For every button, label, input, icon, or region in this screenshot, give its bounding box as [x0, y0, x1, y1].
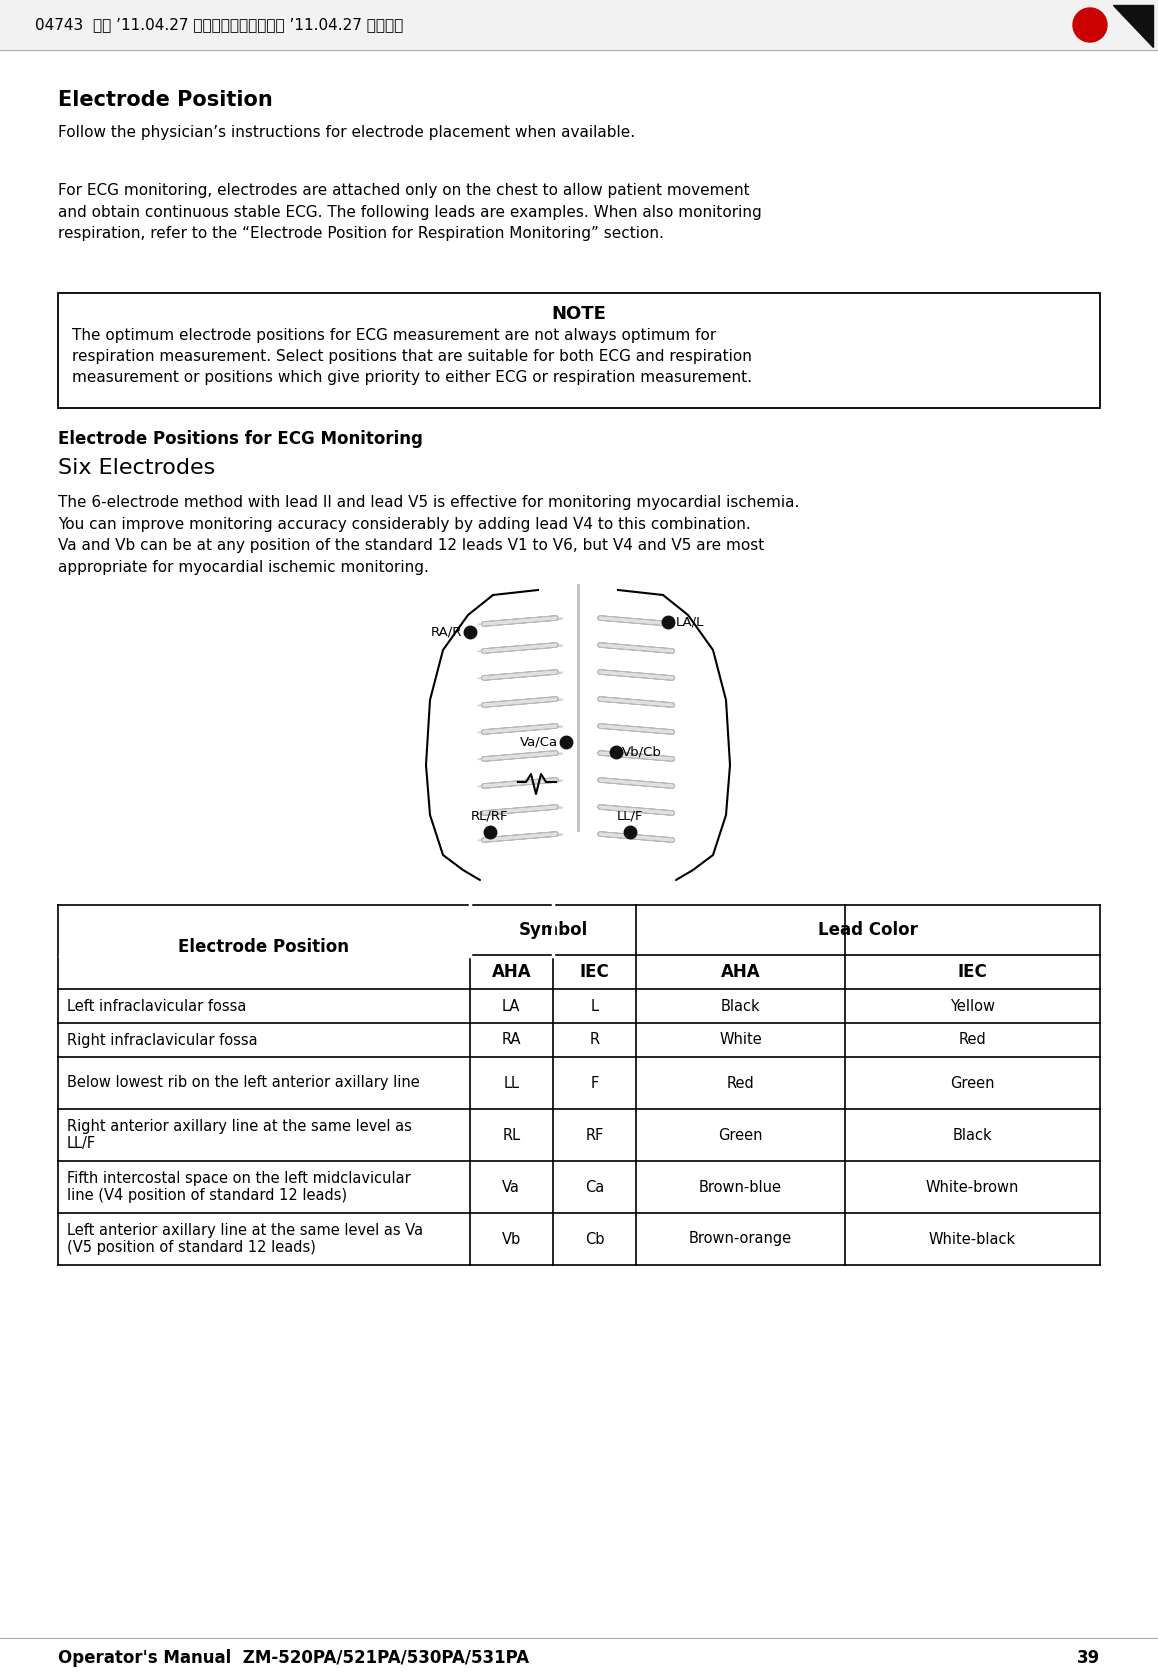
Text: AHA: AHA	[720, 964, 761, 980]
Text: Left anterior axillary line at the same level as Va
(V5 position of standard 12 : Left anterior axillary line at the same …	[67, 1223, 423, 1255]
Text: Vb/Cb: Vb/Cb	[622, 746, 662, 759]
Text: Va/Ca: Va/Ca	[520, 736, 558, 749]
Text: Below lowest rib on the left anterior axillary line: Below lowest rib on the left anterior ax…	[67, 1076, 419, 1091]
Text: Va: Va	[503, 1180, 520, 1195]
Text: LL/F: LL/F	[617, 810, 643, 823]
Text: White-brown: White-brown	[925, 1180, 1019, 1195]
Text: White-black: White-black	[929, 1232, 1016, 1247]
Text: Right anterior axillary line at the same level as
LL/F: Right anterior axillary line at the same…	[67, 1120, 412, 1151]
Text: For ECG monitoring, electrodes are attached only on the chest to allow patient m: For ECG monitoring, electrodes are attac…	[58, 183, 762, 241]
Text: RA/R: RA/R	[431, 625, 462, 639]
Text: Vb: Vb	[501, 1232, 521, 1247]
Bar	[0, 0, 1158, 50]
Text: R: R	[589, 1032, 600, 1048]
Text: 04743  作成 ’11.04.27 阿山　悠己　　　承認 ’11.04.27 真柄　睑: 04743 作成 ’11.04.27 阿山 悠己 承認 ’11.04.27 真柄…	[35, 17, 403, 32]
Text: Electrode Position: Electrode Position	[58, 91, 273, 111]
Text: RA: RA	[501, 1032, 521, 1048]
Text: Black: Black	[720, 999, 761, 1014]
Text: IEC: IEC	[958, 964, 988, 980]
Text: Left infraclavicular fossa: Left infraclavicular fossa	[67, 999, 247, 1014]
Text: Brown-orange: Brown-orange	[689, 1232, 792, 1247]
Text: Lead Color: Lead Color	[819, 922, 918, 939]
Text: Brown-blue: Brown-blue	[699, 1180, 782, 1195]
Text: Electrode Position: Electrode Position	[178, 939, 350, 955]
Text: Black: Black	[953, 1128, 992, 1143]
Text: Green: Green	[718, 1128, 763, 1143]
Text: LA/L: LA/L	[676, 615, 704, 628]
Text: RL: RL	[503, 1128, 520, 1143]
Text: Yellow: Yellow	[950, 999, 995, 1014]
Text: 39: 39	[1077, 1649, 1100, 1668]
Text: Fifth intercostal space on the left midclavicular
line (V4 position of standard : Fifth intercostal space on the left midc…	[67, 1172, 411, 1203]
Circle shape	[1073, 8, 1107, 42]
Text: LL: LL	[504, 1076, 519, 1091]
Text: Operator's Manual  ZM-520PA/521PA/530PA/531PA: Operator's Manual ZM-520PA/521PA/530PA/5…	[58, 1649, 529, 1668]
Text: Symbol: Symbol	[519, 922, 587, 939]
Text: Green: Green	[950, 1076, 995, 1091]
Bar	[58, 293, 1100, 407]
Text: LA: LA	[503, 999, 520, 1014]
Text: Follow the physician’s instructions for electrode placement when available.: Follow the physician’s instructions for …	[58, 126, 635, 141]
Text: Red: Red	[959, 1032, 987, 1048]
Text: Six Electrodes: Six Electrodes	[58, 458, 215, 478]
Text: NOTE: NOTE	[551, 305, 607, 323]
Polygon shape	[1113, 5, 1153, 47]
Text: Ca: Ca	[585, 1180, 604, 1195]
Text: IEC: IEC	[580, 964, 609, 980]
Text: The optimum electrode positions for ECG measurement are not always optimum for
r: The optimum electrode positions for ECG …	[72, 328, 752, 385]
Text: The 6-electrode method with lead II and lead V5 is effective for monitoring myoc: The 6-electrode method with lead II and …	[58, 494, 799, 575]
Text: Electrode Positions for ECG Monitoring: Electrode Positions for ECG Monitoring	[58, 431, 423, 447]
Text: AHA: AHA	[491, 964, 532, 980]
Text: Cb: Cb	[585, 1232, 604, 1247]
Text: White: White	[719, 1032, 762, 1048]
Text: L: L	[591, 999, 599, 1014]
Text: Red: Red	[726, 1076, 754, 1091]
Text: F: F	[591, 1076, 599, 1091]
Text: RF: RF	[586, 1128, 603, 1143]
Text: Right infraclavicular fossa: Right infraclavicular fossa	[67, 1032, 257, 1048]
Text: RL/RF: RL/RF	[471, 810, 508, 823]
